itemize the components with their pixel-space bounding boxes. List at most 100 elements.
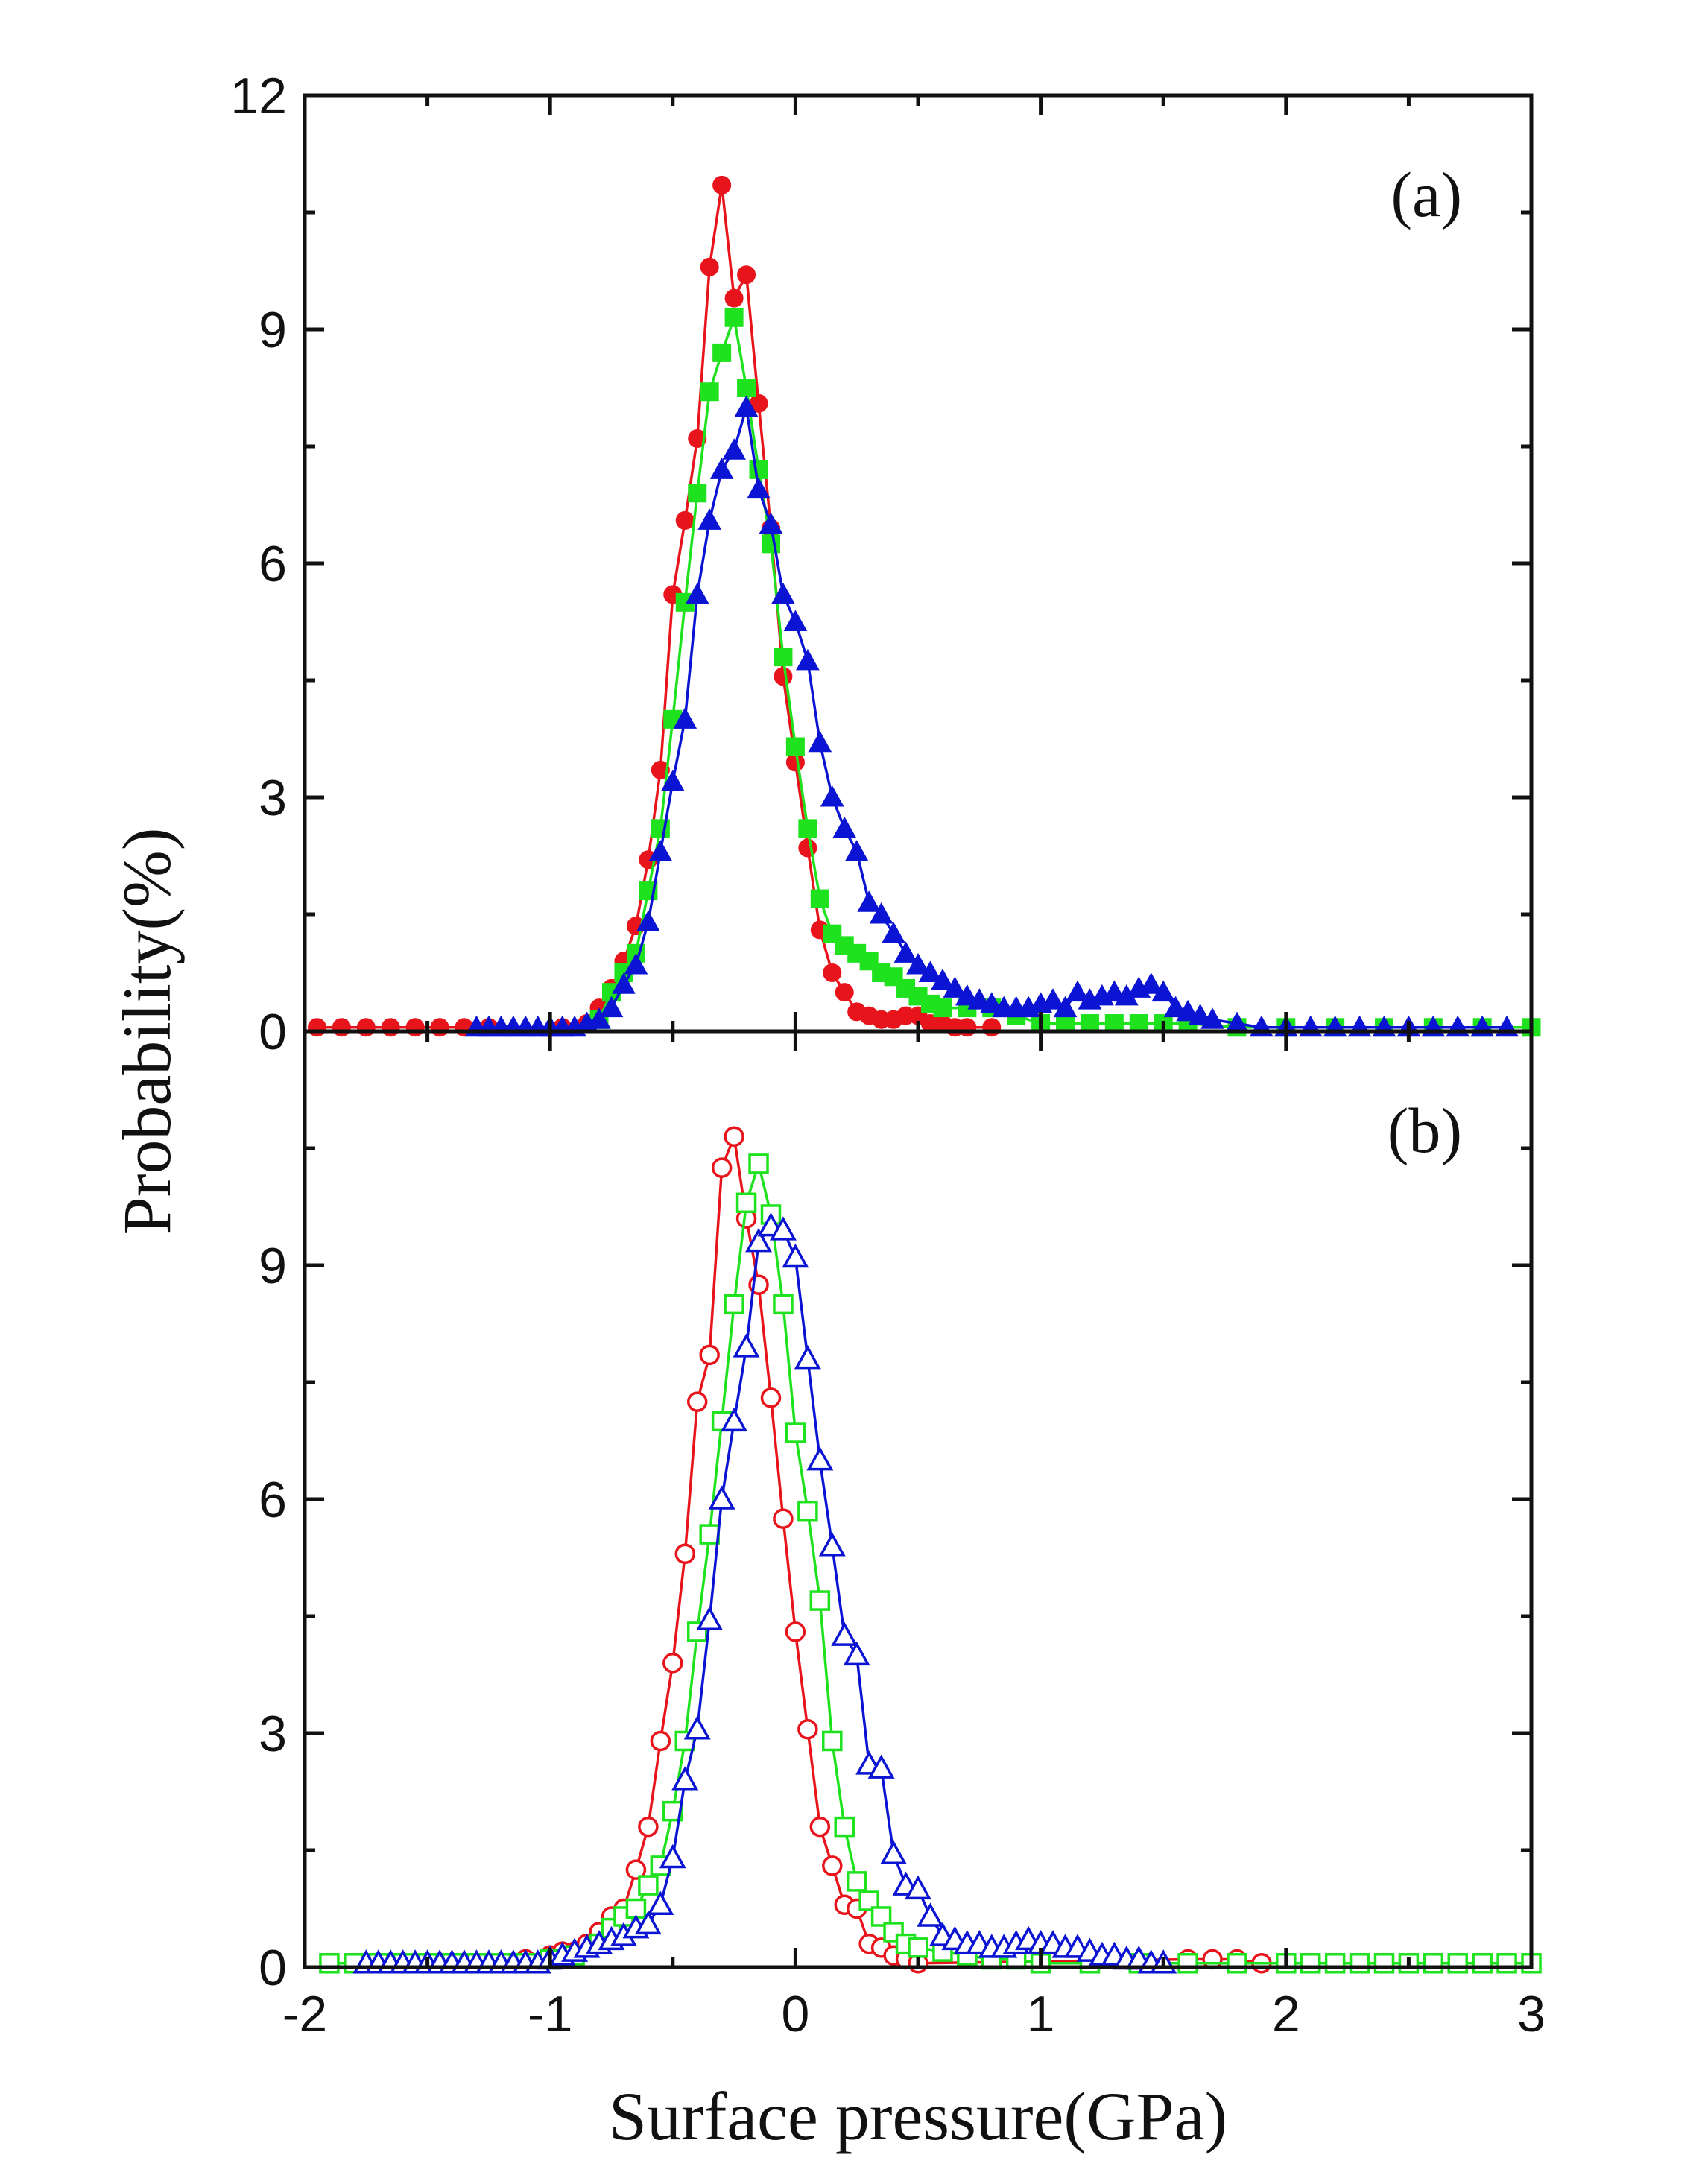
red-circles-open-point	[625, 1859, 647, 1880]
blue-triangles-open-point	[917, 1902, 944, 1927]
red-circles-open-point	[650, 1730, 671, 1752]
red-circles-open-point	[724, 1126, 744, 1148]
blue-triangles-open-point	[818, 1532, 846, 1557]
red-circles-point	[737, 265, 756, 285]
green-squares-point	[749, 460, 768, 479]
y-tick-label: 0	[259, 1940, 287, 1996]
panel-a-ticks	[303, 93, 1534, 1034]
red-circles-open-point	[638, 1816, 659, 1838]
series-blue-triangles	[464, 395, 1519, 1037]
blue-triangles-open-point	[905, 1875, 931, 1900]
x-tick-label: -1	[528, 1986, 572, 2042]
red-circles-point	[835, 983, 854, 1002]
green-squares-open-point	[748, 1153, 769, 1174]
blue-triangles-open-point	[831, 1621, 858, 1646]
red-circles-open-point	[686, 1391, 708, 1412]
green-squares-open-point	[1300, 1953, 1321, 1974]
green-squares-open-point	[822, 1730, 843, 1752]
blue-triangles-open-point	[782, 1243, 809, 1268]
blue-triangles-point	[759, 512, 783, 534]
blue-triangles-open-point	[843, 1641, 870, 1666]
blue-triangles-open-point	[794, 1344, 821, 1370]
series-green-squares-open	[319, 1153, 1542, 1974]
red-circles-point	[712, 175, 732, 194]
red-circles-open-point	[674, 1543, 696, 1565]
blue-triangles-line	[476, 407, 1508, 1029]
red-circles-open-point	[822, 1855, 843, 1876]
blue-triangles-point	[1066, 980, 1089, 1002]
series-red-circles	[307, 175, 1002, 1037]
blue-triangles-point	[882, 922, 905, 943]
green-squares-point	[785, 737, 805, 756]
y-tick-label: 3	[259, 1706, 287, 1762]
blue-triangles-point	[869, 902, 893, 924]
red-circles-point	[724, 288, 744, 308]
green-squares-open-point	[1423, 1953, 1444, 1974]
green-squares-point	[700, 382, 719, 402]
red-circles-point	[700, 257, 719, 276]
blue-triangles-point	[808, 730, 832, 753]
x-tick-label: 3	[1517, 1986, 1546, 2042]
green-squares-open-point	[773, 1294, 794, 1315]
panel-b-frame	[303, 1029, 1534, 1969]
y-tick-label: 0	[259, 1004, 287, 1060]
red-circles-point	[774, 667, 793, 686]
blue-triangles-point	[1163, 996, 1188, 1018]
x-tick-labels: -2 -1 0 1 2 3	[282, 1986, 1546, 2042]
blue-triangles-point	[1188, 1004, 1212, 1025]
green-squares-line	[598, 312, 1531, 1029]
blue-triangles-point	[685, 582, 709, 604]
blue-triangles-point	[771, 582, 795, 604]
blue-triangles-point	[796, 648, 820, 671]
blue-triangles-open-point	[721, 1407, 748, 1432]
red-circles-point	[675, 510, 695, 530]
green-squares-open-point	[699, 1524, 720, 1545]
green-squares-point	[774, 648, 793, 667]
blue-triangles-point	[1041, 988, 1065, 1010]
blue-triangles-point	[612, 972, 636, 994]
blue-triangles-open-point	[647, 1890, 674, 1916]
blue-triangles-point	[624, 953, 648, 975]
panel-a-frame	[303, 93, 1534, 1034]
blue-triangles-point	[660, 770, 685, 791]
y-tick-label: 9	[259, 1238, 287, 1294]
green-squares-point	[933, 998, 952, 1018]
green-squares-open-point	[1373, 1953, 1395, 1974]
red-circles-open-line	[525, 1131, 1262, 1965]
blue-triangles-point	[943, 976, 967, 998]
blue-triangles-point	[734, 395, 759, 417]
blue-triangles-point	[1053, 996, 1078, 1018]
red-circles-line	[317, 185, 992, 1029]
green-squares-open-point	[1447, 1953, 1468, 1974]
blue-triangles-point	[906, 953, 930, 975]
blue-triangles-open-point	[806, 1446, 834, 1471]
green-squares-open-point	[834, 1816, 855, 1838]
blue-triangles-open-point	[634, 1910, 662, 1935]
series-green-squares	[589, 308, 1541, 1037]
blue-triangles-open-point	[659, 1843, 686, 1869]
red-circles-point	[430, 1018, 449, 1037]
y-tick-label: 6	[259, 536, 287, 592]
green-squares-open-point	[319, 1953, 340, 1974]
x-tick-label: -2	[282, 1986, 327, 2042]
blue-triangles-open-point	[683, 1715, 711, 1740]
red-circles-point	[982, 1018, 1002, 1037]
green-squares-open-point	[785, 1422, 806, 1443]
green-squares-open-point	[846, 1871, 867, 1892]
green-squares-point	[761, 534, 780, 554]
blue-triangles-open-point	[671, 1766, 699, 1791]
red-circles-open-point	[773, 1508, 794, 1529]
blue-triangles-point	[1200, 1007, 1224, 1029]
green-squares-open-point	[1227, 1953, 1247, 1974]
blue-triangles-point	[918, 960, 943, 982]
blue-triangles-open-point	[733, 1333, 760, 1358]
blue-triangles-point	[1102, 980, 1127, 1002]
green-squares-open-point	[1496, 1953, 1517, 1974]
x-tick-label: 0	[781, 1986, 809, 2042]
green-squares-open-point	[686, 1621, 708, 1642]
blue-triangles-point	[1151, 980, 1176, 1002]
green-squares-point	[884, 967, 903, 987]
red-circles-point	[307, 1018, 326, 1037]
blue-triangles-point	[697, 508, 722, 530]
